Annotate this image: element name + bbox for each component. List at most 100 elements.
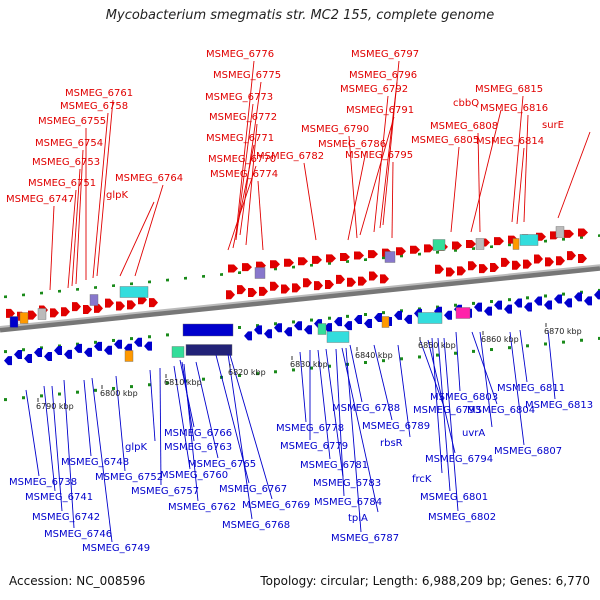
forward-gene-arrow (368, 250, 378, 259)
forward-gene-label: MSMEG_6797 (351, 49, 419, 60)
forward-gene-arrow (298, 257, 308, 266)
strand-dot (328, 261, 331, 265)
forward-gene-arrow (578, 253, 587, 263)
forward-gene-label: MSMEG_6751 (28, 178, 96, 189)
forward-leader-line (71, 168, 81, 287)
reverse-leader-line (317, 349, 331, 460)
forward-gene-arrow (545, 257, 554, 267)
strand-dot (130, 282, 133, 286)
reverse-gene-label: MSMEG_6765 (188, 459, 256, 470)
reverse-gene-arrow (254, 325, 262, 335)
strand-dot (544, 239, 547, 243)
strand-dot (580, 338, 583, 342)
gene-feature-block (317, 323, 327, 335)
strand-dot (526, 344, 529, 348)
strand-dot (292, 265, 295, 269)
strand-dot (4, 350, 7, 354)
reverse-gene-arrow (64, 349, 72, 359)
strand-dot (508, 298, 511, 302)
strand-dot (490, 245, 493, 249)
strand-dot (148, 335, 151, 339)
forward-leader-line (379, 81, 398, 229)
strand-dot (58, 392, 61, 396)
strand-dot (76, 390, 79, 394)
strand-dot (598, 336, 600, 340)
forward-gene-label: MSMEG_6775 (213, 70, 281, 81)
strand-dot (4, 295, 7, 299)
forward-leader-line (523, 114, 529, 223)
forward-gene-label: MSMEG_6792 (340, 84, 408, 95)
strand-dot (310, 318, 313, 322)
reverse-gene-arrow (34, 347, 42, 357)
reverse-gene-arrow (474, 302, 482, 312)
reverse-gene-arrow (554, 294, 562, 304)
forward-band (0, 178, 600, 296)
strand-dot (418, 252, 421, 256)
reverse-gene-label: tpiA (348, 513, 368, 524)
gene-feature-block (381, 316, 390, 328)
strand-dot (40, 394, 43, 398)
forward-gene-label: MSMEG_6753 (32, 157, 100, 168)
forward-gene-arrow (435, 264, 444, 274)
reverse-gene-arrow (504, 304, 512, 314)
forward-gene-label: MSMEG_6758 (60, 101, 128, 112)
strand-dot (562, 292, 565, 296)
forward-gene-arrow (567, 251, 576, 261)
forward-gene-arrow (340, 252, 350, 261)
forward-leader-line (119, 201, 155, 277)
reverse-leader-line (149, 369, 156, 442)
strand-dot (256, 372, 259, 376)
reverse-gene-arrow (104, 345, 112, 355)
forward-leader-line (239, 81, 262, 236)
strand-dot (292, 320, 295, 324)
strand-dot (238, 325, 241, 329)
reverse-gene-label: MSMEG_6760 (160, 470, 228, 481)
forward-gene-arrow (380, 274, 389, 284)
forward-gene-arrow (303, 278, 312, 288)
scale-label: 6850 kbp (418, 341, 456, 350)
reverse-gene-label: MSMEG_6807 (494, 446, 562, 457)
reverse-gene-arrow (14, 350, 22, 360)
forward-gene-arrow (396, 247, 406, 256)
reverse-gene-arrow (134, 337, 142, 347)
strand-dot (400, 357, 403, 361)
reverse-gene-label: MSMEG_6742 (32, 512, 100, 523)
forward-leader-line (235, 60, 255, 236)
strand-dot (364, 361, 367, 365)
reverse-leader-line (51, 385, 63, 512)
reverse-leader-line (427, 339, 456, 454)
forward-gene-arrow (237, 285, 246, 295)
reverse-gene-arrow (344, 321, 352, 331)
scale-label: 6870 kbp (544, 327, 582, 336)
reverse-gene-arrow (4, 356, 12, 366)
backbone-line (0, 265, 600, 333)
forward-gene-arrow (284, 258, 294, 267)
reverse-gene-arrow (544, 300, 552, 310)
forward-gene-label: surE (542, 120, 564, 131)
strand-dot (94, 388, 97, 392)
reverse-leader-line (437, 337, 451, 492)
forward-gene-label: MSMEG_6795 (345, 150, 413, 161)
reverse-gene-label: rbsR (380, 438, 403, 449)
forward-gene-arrow (61, 307, 70, 317)
strand-dot (166, 381, 169, 385)
reverse-gene-label: MSMEG_6788 (332, 403, 400, 414)
gene-feature-block (19, 312, 29, 324)
gene-feature-block (475, 238, 485, 250)
strand-dot (382, 311, 385, 315)
reverse-leader-line (83, 379, 92, 457)
forward-gene-arrow (314, 281, 323, 291)
reverse-leader-line (325, 348, 344, 478)
forward-gene-arrow (6, 308, 15, 318)
forward-gene-label: MSMEG_6774 (210, 169, 278, 180)
scale-label: 6810 kbp (164, 378, 202, 387)
reverse-leader-line (179, 359, 195, 428)
gene-feature-block (519, 234, 539, 246)
reverse-gene-label: MSMEG_6813 (525, 400, 593, 411)
forward-gene-label: MSMEG_6755 (38, 116, 106, 127)
strand-dot (436, 250, 439, 254)
gene-feature-block (185, 344, 233, 356)
reverse-leader-line (229, 354, 273, 500)
reverse-gene-arrow (44, 351, 52, 361)
strand-dot (328, 364, 331, 368)
